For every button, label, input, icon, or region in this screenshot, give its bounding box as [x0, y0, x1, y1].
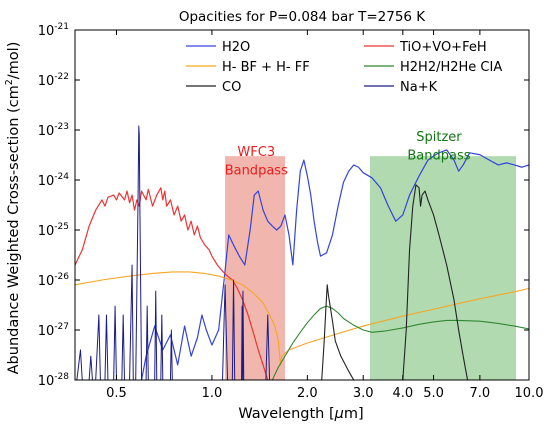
x-tick-label: 7.0 [470, 386, 491, 401]
series-line-h2h2-h2he-cia [271, 305, 529, 380]
x-tick-label: 1.0 [202, 386, 223, 401]
x-tick-label: 5.0 [423, 386, 444, 401]
chart-title: Opacities for P=0.084 bar T=2756 K [179, 9, 426, 25]
x-tick-label: 4.0 [392, 386, 413, 401]
plot-frame [74, 29, 530, 381]
legend-label: TiO+VO+FeH [399, 40, 487, 55]
y-tick-label: 10-28 [38, 372, 70, 389]
x-axis-label: Wavelength [μm] [238, 406, 363, 422]
y-tick-label: 10-24 [38, 172, 70, 189]
y-tick-label: 10-21 [38, 22, 69, 39]
spitzer-band-label-line2: Bandpass [407, 148, 470, 163]
legend-label: H2O [222, 40, 250, 55]
x-tick-label: 2.0 [297, 386, 318, 401]
series-line-h2o [140, 149, 529, 380]
wfc3-band-label-line2: Bandpass [225, 163, 288, 178]
x-tick-label: 0.5 [106, 386, 127, 401]
y-tick-label: 10-25 [38, 222, 69, 239]
y-tick-label: 10-27 [38, 322, 69, 339]
y-tick-label: 10-23 [38, 122, 69, 139]
wfc3-band-label-line1: WFC3 [237, 145, 275, 160]
legend-label: H2H2/H2He CIA [400, 60, 502, 75]
spitzer-band-label-line1: Spitzer [416, 130, 462, 145]
y-axis-label: Abundance Weighted Cross-section (cm2/mo… [4, 42, 22, 375]
x-tick-label: 10.0 [515, 386, 544, 401]
x-tick-label: 3.0 [353, 386, 374, 401]
legend-label: H- BF + H- FF [222, 60, 310, 75]
series-line-tio-vo-feh [75, 187, 269, 380]
wfc3-band [225, 156, 285, 380]
series-line-co [321, 184, 469, 380]
legend-label: Na+K [400, 80, 438, 95]
legend: H2O H- BF + H- FF CO TiO+VO+FeH H2H2/H2He CI… [186, 40, 502, 95]
spitzer-band [369, 156, 517, 380]
legend-label: CO [222, 80, 241, 95]
y-tick-label: 10-22 [38, 72, 69, 89]
y-tick-label: 10-26 [38, 272, 70, 289]
series-line-h-bf-h-ff [75, 271, 529, 366]
